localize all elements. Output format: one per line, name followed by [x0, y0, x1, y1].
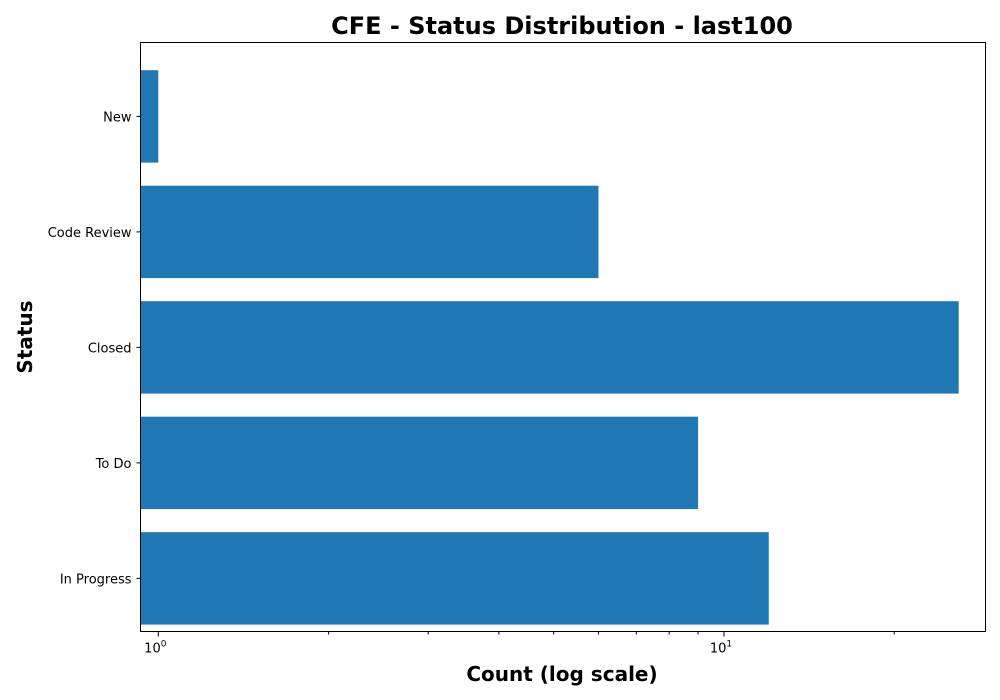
bar-in-progress [140, 532, 769, 625]
plot-frame [140, 42, 986, 632]
x-tick-label-exponent: 1 [726, 640, 732, 650]
x-axis-label: Count (log scale) [466, 662, 657, 686]
y-tick-label-new: New [103, 110, 132, 125]
x-tick-label: 101 [710, 640, 732, 657]
y-tick-label-in-progress: In Progress [60, 572, 132, 587]
bar-closed [140, 301, 959, 394]
bars-layer [140, 70, 959, 625]
x-tick-label-base: 10 [710, 642, 727, 657]
y-tick-label-code-review: Code Review [48, 226, 132, 241]
x-tick-label-exponent: 0 [161, 640, 167, 650]
bar-to-do [140, 416, 699, 510]
y-axis-label: Status [13, 300, 37, 373]
y-tick-label-to-do: To Do [95, 457, 132, 472]
x-tick-label-base: 10 [144, 642, 161, 657]
chart-title: CFE - Status Distribution - last100 [331, 12, 793, 40]
x-tick-label: 100 [144, 640, 167, 657]
y-tick-label-closed: Closed [88, 341, 132, 356]
bar-new [140, 70, 159, 163]
bar-code-review [140, 185, 599, 279]
